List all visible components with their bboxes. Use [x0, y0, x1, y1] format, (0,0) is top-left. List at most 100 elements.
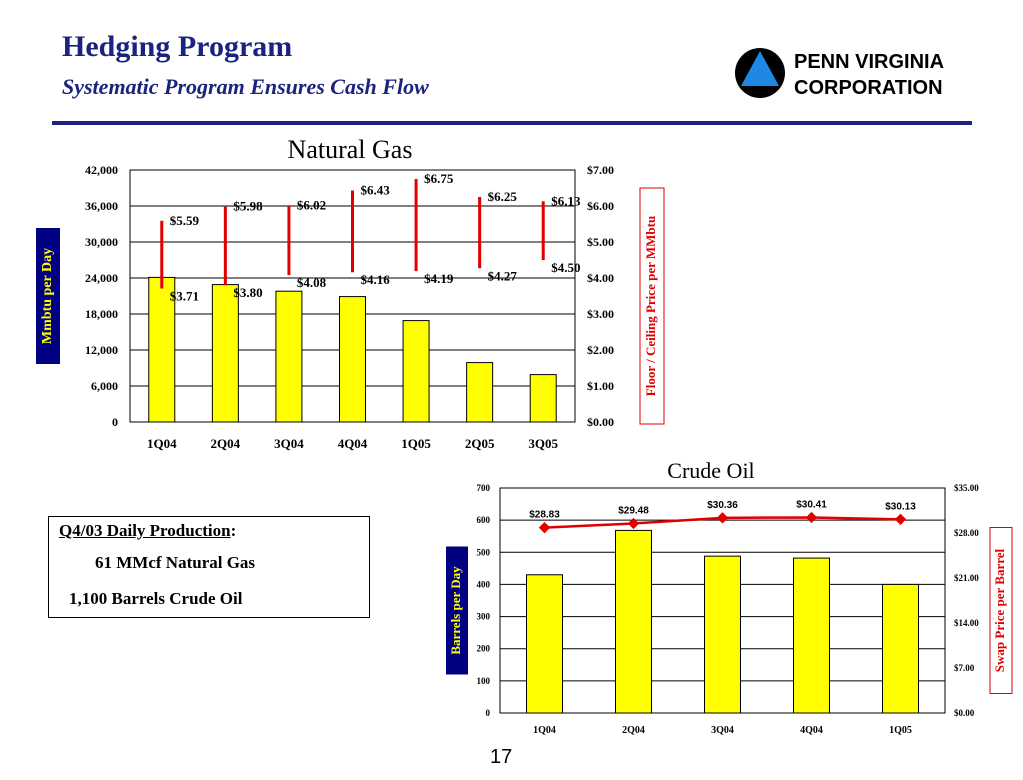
info-box-oil-line: 1,100 Barrels Crude Oil	[69, 589, 243, 608]
y-tick-label: 600	[477, 515, 491, 525]
x-tick-label: 2Q05	[465, 436, 495, 451]
x-tick-label: 3Q04	[274, 436, 304, 451]
y-tick-label: 0	[112, 415, 118, 429]
y-tick-label: 700	[477, 483, 491, 493]
page-subtitle: Systematic Program Ensures Cash Flow	[62, 74, 429, 99]
volume-bar	[211, 284, 239, 423]
y-tick-label: 18,000	[85, 307, 118, 321]
floor-data-label: $3.80	[233, 285, 262, 300]
info-box-heading: Q4/03 Daily Production	[59, 521, 231, 540]
page-number: 17	[490, 746, 513, 768]
ceiling-data-label: $6.43	[361, 183, 391, 198]
y2-tick-label: $35.00	[954, 483, 979, 493]
floor-data-label: $4.16	[361, 272, 391, 287]
chart-title: Natural Gas	[288, 135, 413, 164]
swap-price-marker	[627, 517, 640, 530]
ceiling-data-label: $6.25	[488, 189, 518, 204]
volume-bar	[402, 320, 430, 423]
y2-axis-label-box	[989, 527, 1013, 694]
x-tick-label: 4Q04	[800, 725, 823, 736]
y2-tick-label: $5.00	[587, 235, 614, 249]
x-tick-label: 3Q04	[711, 725, 734, 736]
y-axis-label: Mmbtu per Day	[40, 248, 55, 344]
swap-price-data-label: $29.48	[618, 505, 649, 516]
volume-bar	[704, 555, 741, 714]
y2-tick-label: $6.00	[587, 199, 614, 213]
y2-tick-label: $28.00	[954, 528, 979, 538]
swap-price-data-label: $30.13	[885, 501, 916, 512]
x-tick-label: 1Q05	[401, 436, 431, 451]
swap-price-marker	[538, 522, 551, 534]
ceiling-data-label: $5.98	[233, 199, 263, 214]
y2-tick-label: $4.00	[587, 271, 614, 285]
floor-data-label: $3.71	[170, 288, 199, 303]
y2-tick-label: $1.00	[587, 379, 614, 393]
y-tick-label: 300	[477, 612, 491, 622]
y2-axis-label: Swap Price per Barrel	[992, 548, 1007, 672]
y-tick-label: 500	[477, 547, 491, 557]
floor-data-label: $4.19	[424, 271, 454, 286]
y-tick-label: 42,000	[85, 163, 118, 177]
volume-bar	[529, 374, 557, 423]
ceiling-data-label: $6.75	[424, 171, 454, 186]
y-tick-label: 24,000	[85, 271, 118, 285]
page-title: Hedging Program	[62, 30, 293, 63]
production-info-box: Q4/03 Daily Production: 61 MMcf Natural …	[48, 516, 370, 618]
info-box-heading-colon: :	[230, 521, 237, 540]
x-tick-label: 1Q04	[533, 725, 556, 736]
y-axis-label-box	[36, 228, 60, 364]
y-tick-label: 400	[477, 579, 491, 589]
floor-data-label: $4.50	[551, 260, 580, 275]
y-tick-label: 100	[477, 676, 491, 686]
y2-tick-label: $0.00	[954, 708, 975, 718]
volume-bar	[526, 574, 563, 714]
swap-price-marker	[894, 513, 907, 525]
ceiling-data-label: $5.59	[170, 213, 200, 228]
y2-tick-label: $14.00	[954, 618, 979, 628]
volume-bar	[615, 529, 652, 714]
x-tick-label: 1Q04	[147, 436, 177, 451]
y-axis-label-box	[446, 546, 468, 675]
penn-virginia-logo: PENN VIRGINIA CORPORATION	[735, 48, 944, 99]
y-tick-label: 12,000	[85, 343, 118, 357]
logo-text-line1: PENN VIRGINIA	[794, 51, 944, 73]
volume-bar	[466, 362, 494, 423]
x-tick-label: 3Q05	[528, 436, 558, 451]
volume-bar	[793, 557, 830, 714]
header-divider	[52, 121, 972, 125]
floor-data-label: $4.27	[488, 268, 518, 283]
swap-price-data-label: $30.41	[796, 500, 827, 511]
volume-bar	[275, 290, 303, 423]
x-tick-label: 1Q05	[889, 725, 912, 736]
volume-bar	[148, 276, 176, 423]
y-tick-label: 200	[477, 644, 491, 654]
y-axis-label: Barrels per Day	[448, 566, 463, 655]
x-tick-label: 2Q04	[211, 436, 241, 451]
natural-gas-chart: Natural Gas 0 6,000 12,000 18,000 24,000 30,00…	[36, 135, 665, 451]
floor-data-label: $4.08	[297, 275, 327, 290]
y2-axis-label-box	[639, 187, 665, 425]
y-tick-label: 30,000	[85, 235, 118, 249]
y2-tick-label: $3.00	[587, 307, 614, 321]
y2-tick-label: $0.00	[587, 415, 614, 429]
y-tick-label: 6,000	[91, 379, 118, 393]
volume-bar	[882, 583, 919, 714]
y-tick-label: 36,000	[85, 199, 118, 213]
y2-tick-label: $7.00	[954, 663, 975, 673]
x-tick-label: 4Q04	[338, 436, 368, 451]
swap-price-marker	[716, 512, 729, 524]
swap-price-marker	[805, 511, 818, 524]
y2-tick-label: $21.00	[954, 573, 979, 583]
swap-price-data-label: $30.36	[707, 500, 738, 511]
chart-title: Crude Oil	[667, 458, 754, 483]
x-tick-label: 2Q04	[622, 725, 645, 736]
logo-triangle-icon	[741, 51, 779, 86]
y2-axis-label: Floor / Ceiling Price per MMbtu	[643, 216, 658, 396]
crude-oil-chart: Crude Oil 0 100 200 300 400 500 600 700 $0.00 $7.0…	[446, 458, 1013, 736]
swap-price-data-label: $28.83	[529, 510, 560, 521]
ceiling-data-label: $6.13	[551, 193, 581, 208]
y2-tick-label: $7.00	[587, 163, 614, 177]
volume-bar	[339, 296, 366, 423]
ceiling-data-label: $6.02	[297, 197, 326, 212]
y2-tick-label: $2.00	[587, 343, 614, 357]
